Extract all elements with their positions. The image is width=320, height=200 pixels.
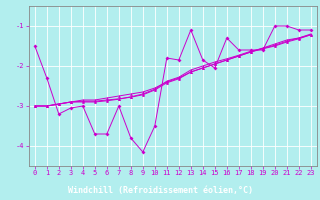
Text: Windchill (Refroidissement éolien,°C): Windchill (Refroidissement éolien,°C) — [68, 186, 252, 196]
